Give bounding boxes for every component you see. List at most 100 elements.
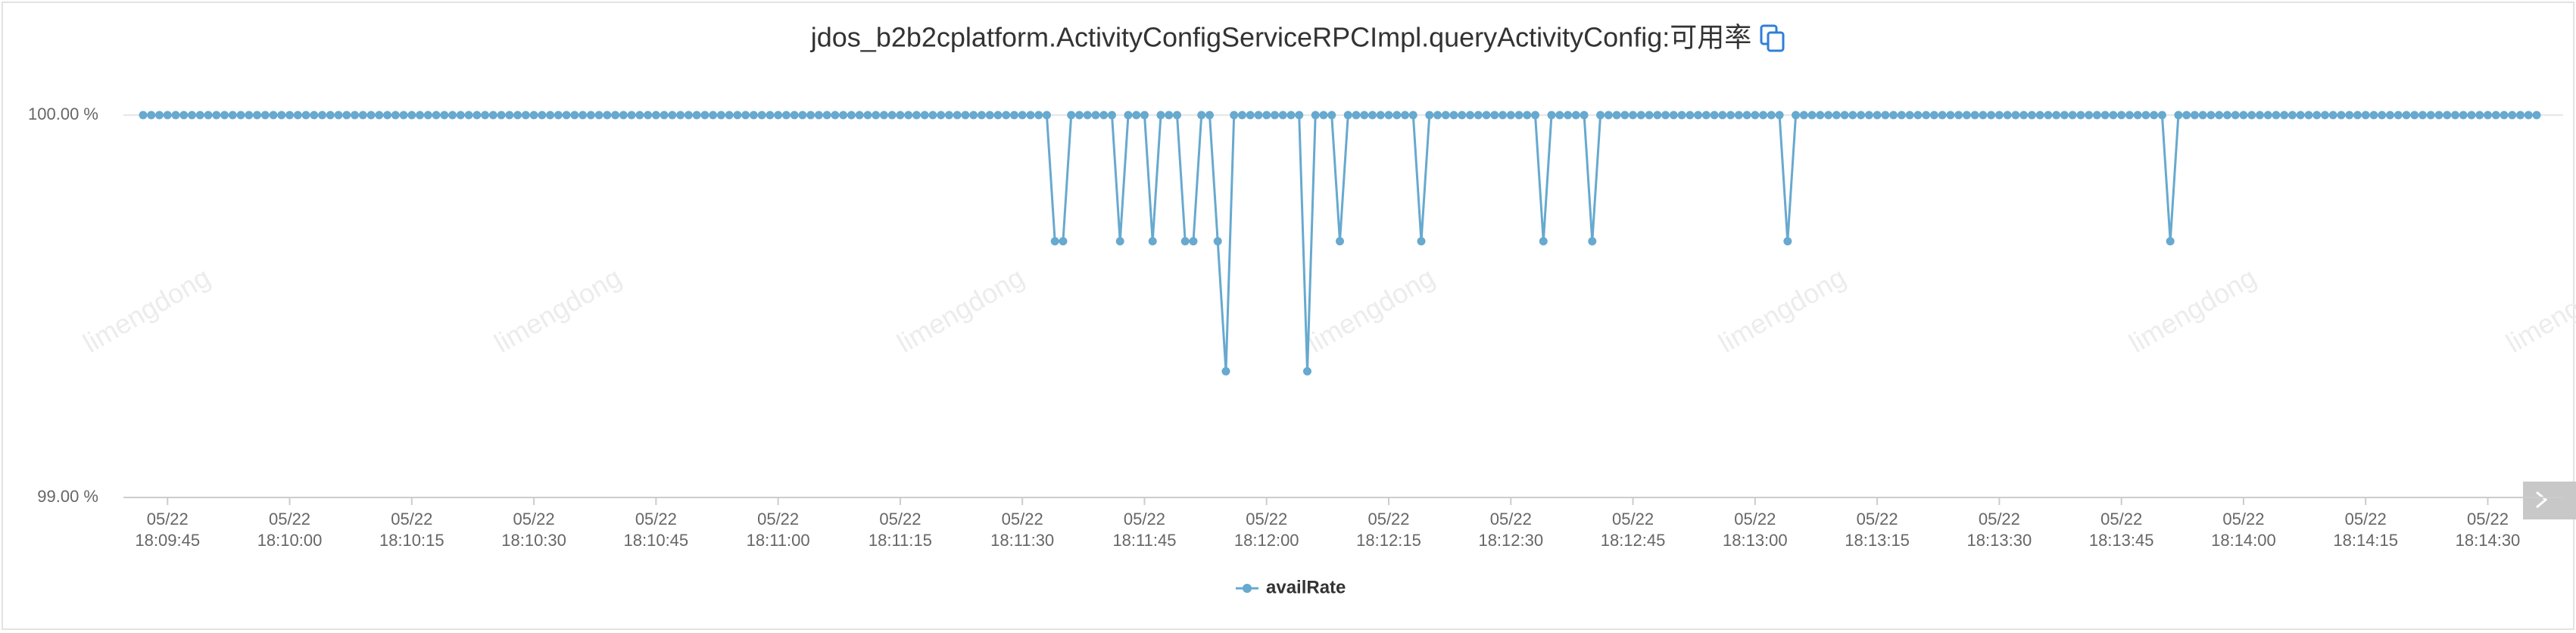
data-point (1994, 111, 2004, 120)
x-tick-label: 05/22 18:12:30 (1478, 510, 1544, 550)
data-point (1889, 111, 1898, 120)
x-tick-label: 05/22 18:13:00 (1723, 510, 1788, 550)
data-point (416, 111, 425, 120)
data-point (2515, 111, 2525, 120)
x-tick-label: 05/22 18:10:45 (623, 510, 689, 550)
data-point (1913, 111, 1923, 120)
data-point (2443, 111, 2452, 120)
data-point (546, 111, 555, 120)
data-point (253, 111, 262, 120)
x-tick-label: 05/22 18:14:15 (2333, 510, 2399, 550)
data-point (1979, 111, 1988, 120)
data-point (879, 111, 888, 120)
data-point (774, 111, 783, 120)
data-point (1905, 111, 1914, 120)
data-point (2361, 111, 2370, 120)
data-point (2272, 111, 2281, 120)
data-point (1669, 111, 1678, 120)
data-point (2068, 111, 2077, 120)
data-point (627, 111, 636, 120)
data-point (1873, 111, 1882, 120)
data-point (2109, 111, 2118, 120)
data-point (1929, 111, 1938, 120)
data-point (855, 111, 864, 120)
data-point (1221, 366, 1230, 376)
data-point (1897, 111, 1906, 120)
data-point (236, 111, 245, 120)
x-tick-label: 05/22 18:11:45 (1112, 510, 1177, 550)
data-point (1612, 111, 1621, 120)
data-point (1319, 111, 1328, 120)
data-point (1718, 111, 1727, 120)
data-point (2459, 111, 2468, 120)
data-point (1327, 111, 1336, 120)
data-point (822, 111, 831, 120)
data-point (1726, 111, 1736, 120)
data-point (195, 111, 204, 120)
data-point (619, 111, 628, 120)
data-point (993, 111, 1003, 120)
chart-title: jdos_b2b2cplatform.ActivityConfigService… (810, 22, 1751, 53)
data-point (1799, 111, 1808, 120)
data-point (733, 111, 742, 120)
next-button[interactable] (2523, 482, 2576, 519)
data-point (2182, 111, 2191, 120)
data-point (2418, 111, 2427, 120)
x-tick-label: 05/22 18:11:00 (746, 510, 810, 550)
data-point (1645, 111, 1654, 120)
data-point (904, 111, 913, 120)
data-point (2133, 111, 2142, 120)
data-point (2450, 111, 2459, 120)
data-point (497, 111, 506, 120)
data-point (798, 111, 807, 120)
data-point (1376, 111, 1385, 120)
data-point (2312, 111, 2322, 120)
data-point (2532, 111, 2541, 120)
data-point (1564, 111, 1573, 120)
data-point (1677, 111, 1686, 120)
watermark: limengdong (1302, 261, 1440, 359)
data-point (2035, 111, 2044, 120)
data-point (1775, 111, 1784, 120)
data-point (1286, 111, 1296, 120)
data-point (977, 111, 986, 120)
data-point (1352, 111, 1361, 120)
data-point (2288, 111, 2297, 120)
data-point (863, 111, 872, 120)
data-point (1441, 111, 1450, 120)
data-point (2410, 111, 2419, 120)
data-point (2150, 111, 2159, 120)
data-point (725, 111, 734, 120)
data-point (2467, 111, 2476, 120)
data-point (2198, 111, 2207, 120)
data-point (1807, 111, 1817, 120)
data-point (2378, 111, 2387, 120)
data-point (2402, 111, 2411, 120)
watermark: limengdong (1714, 261, 1851, 359)
data-point (310, 111, 319, 120)
watermark: limengdong (2501, 261, 2576, 359)
data-point (562, 111, 571, 120)
data-point (1302, 366, 1311, 376)
copy-icon[interactable] (1760, 24, 1785, 52)
data-point (188, 111, 197, 120)
data-point (1278, 111, 1287, 120)
data-point (204, 111, 213, 120)
data-point (1237, 111, 1246, 120)
data-point (806, 111, 816, 120)
data-point (1262, 111, 1271, 120)
data-point (1156, 111, 1165, 120)
data-point (1482, 111, 1491, 120)
data-point (1588, 237, 1597, 246)
data-point (1661, 111, 1670, 120)
data-point (1018, 111, 1027, 120)
data-point (538, 111, 547, 120)
data-point (1783, 237, 1792, 246)
data-point (831, 111, 840, 120)
data-point (1343, 111, 1352, 120)
data-point (651, 111, 660, 120)
data-point (1759, 111, 1768, 120)
data-point (937, 111, 946, 120)
x-tick-label: 05/22 18:13:30 (1966, 510, 2032, 550)
